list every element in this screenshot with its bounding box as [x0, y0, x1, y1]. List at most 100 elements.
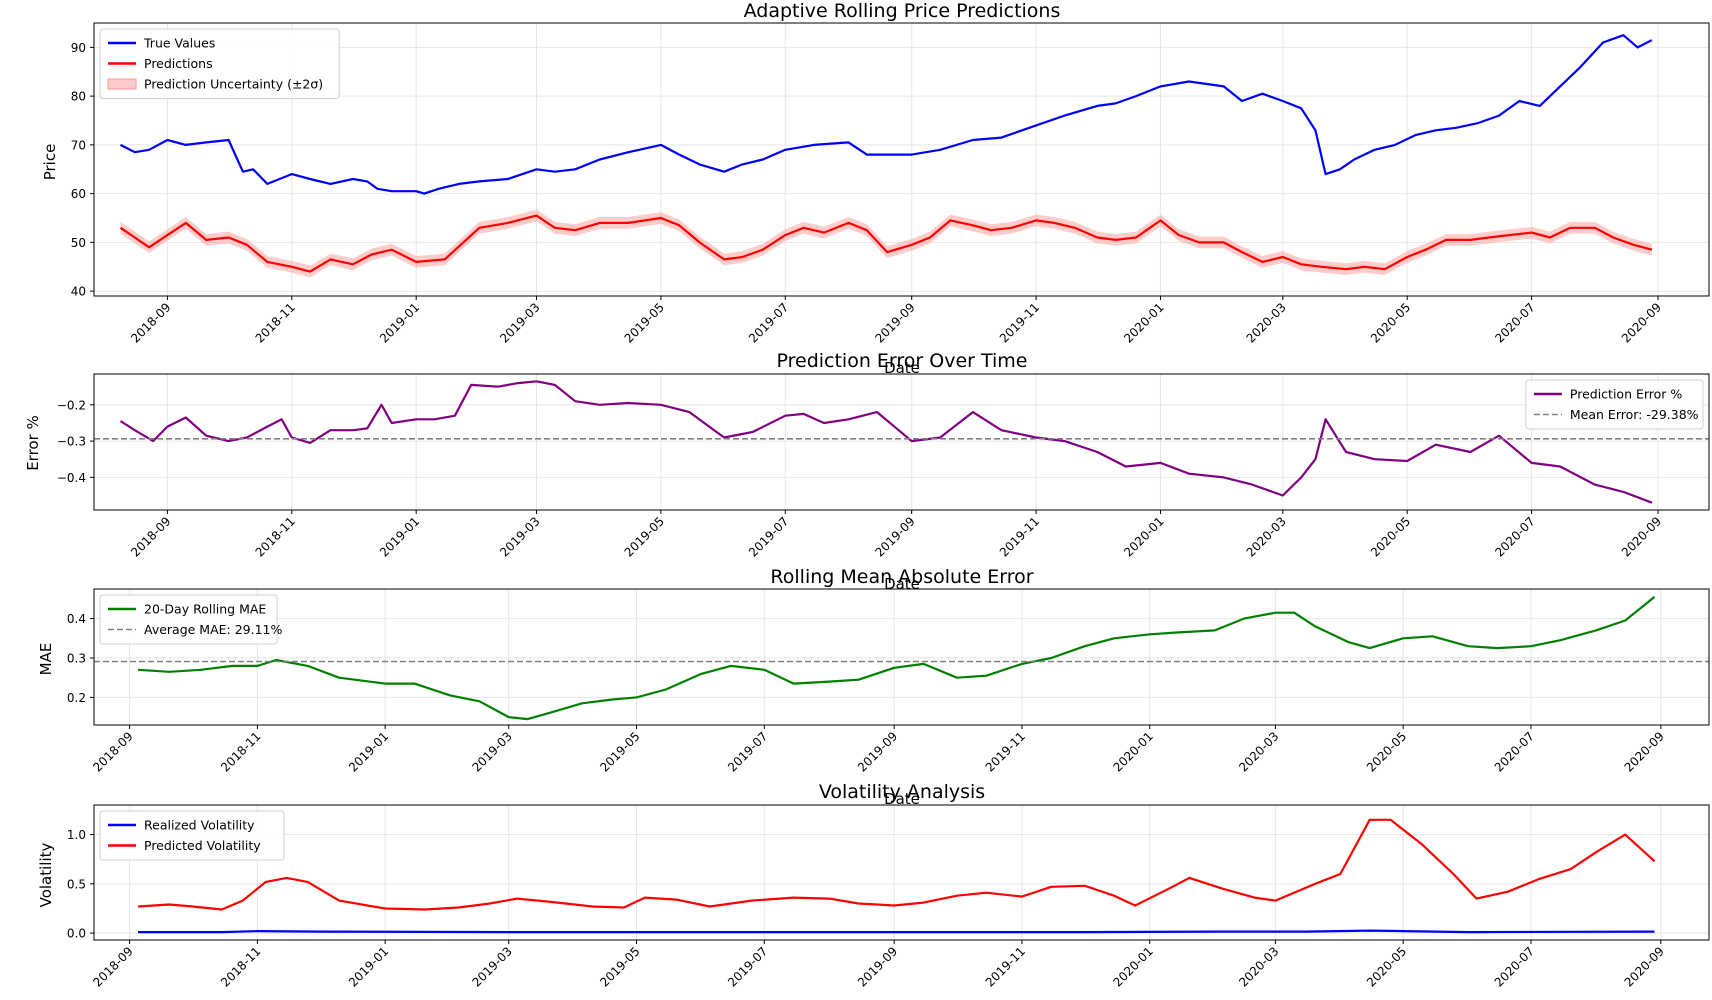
price-band-prediction-uncertainty-2 — [120, 209, 1652, 278]
price-line-true-values — [119, 34, 1653, 195]
error-x-tick-label: 2019-05 — [622, 514, 667, 559]
price-chart-title: Adaptive Rolling Price Predictions — [744, 0, 1061, 22]
price-legend-label: True Values — [143, 36, 215, 51]
mae-axes-frame — [93, 588, 1710, 726]
error-x-tick-label: 2020-01 — [1121, 514, 1166, 559]
price-legend-swatch — [107, 78, 137, 90]
price-y-axis-label: Price — [41, 144, 59, 181]
price-axes-frame — [93, 22, 1710, 297]
mae-x-axis-label: Date — [884, 790, 920, 808]
mae-legend-label: Average MAE: 29.11% — [144, 622, 283, 637]
volatility-x-tick-label: 2019-03 — [470, 944, 515, 989]
volatility-x-tick-label: 2020-05 — [1364, 944, 1409, 989]
error-x-tick-label: 2019-07 — [746, 514, 791, 559]
mae-x-tick-label: 2019-09 — [855, 729, 900, 774]
error-x-tick-label: 2019-09 — [872, 514, 917, 559]
error-series-group — [94, 380, 1709, 504]
volatility-x-tick-label: 2020-07 — [1492, 944, 1537, 989]
mae-legend: 20-Day Rolling MAE Average MAE: 29.11% — [99, 594, 283, 645]
price-y-tick-label: 60 — [71, 187, 86, 201]
mae-legend-box — [99, 594, 278, 645]
volatility-x-tick-label: 2020-03 — [1236, 944, 1281, 989]
mae-plot-area: 0.2 0.3 0.4 2018-09 2018-11 2019-01 2019-03 201… — [67, 588, 1710, 775]
error-legend: Prediction Error % Mean Error: -29.38% — [1525, 379, 1704, 430]
volatility-axes-frame — [93, 804, 1710, 941]
mae-x-tick-label: 2020-01 — [1110, 729, 1155, 774]
volatility-x-tick-label: 2019-07 — [725, 944, 770, 989]
volatility-panel: Volatility Analysis 0.0 0.5 1.0 2018-09 2018… — [37, 781, 1710, 990]
error-x-tick-label: 2019-11 — [997, 514, 1042, 559]
price-x-tick-label: 2019-03 — [497, 300, 542, 345]
error-x-tick-label: 2020-09 — [1619, 514, 1664, 559]
error-x-tick-label: 2020-07 — [1492, 514, 1537, 559]
error-axes-frame — [93, 373, 1710, 511]
error-panel: Prediction Error Over Time −0.4 −0.3 −0.2 2… — [24, 350, 1710, 593]
error-y-tick-label: −0.2 — [57, 398, 86, 412]
mae-x-tick-label: 2019-11 — [983, 729, 1028, 774]
price-panel: Adaptive Rolling Price Predictions 40 50 6… — [41, 0, 1710, 377]
price-y-tick-label: 80 — [71, 90, 86, 104]
price-x-tick-label: 2019-05 — [622, 300, 667, 345]
price-legend-box — [99, 28, 340, 99]
mae-legend-label: 20-Day Rolling MAE — [144, 602, 266, 617]
volatility-series-group — [137, 818, 1656, 934]
price-x-tick-label: 2019-07 — [746, 300, 791, 345]
price-legend: True Values Predictions Prediction Uncerta… — [99, 28, 340, 99]
error-x-tick-label: 2020-05 — [1368, 514, 1413, 559]
mae-panel: Rolling Mean Absolute Error 0.2 0.3 0.4 201… — [37, 566, 1710, 808]
mae-line-20-day-rolling-mae — [137, 596, 1656, 721]
price-x-tick-label: 2019-11 — [997, 300, 1042, 345]
volatility-y-axis-label: Volatility — [37, 842, 55, 907]
error-x-tick-label: 2019-03 — [497, 514, 542, 559]
price-x-tick-label: 2020-03 — [1244, 300, 1289, 345]
error-plot-area: −0.4 −0.3 −0.2 2018-09 2018-11 2019-01 2019-03… — [57, 373, 1710, 560]
error-line-prediction-error — [119, 380, 1653, 504]
mae-x-tick-label: 2019-01 — [346, 729, 391, 774]
price-x-tick-label: 2020-01 — [1121, 300, 1166, 345]
error-y-axis-label: Error % — [24, 415, 42, 471]
mae-series-group — [94, 596, 1709, 721]
price-x-tick-label: 2019-09 — [872, 300, 917, 345]
mae-x-tick-label: 2020-03 — [1236, 729, 1281, 774]
error-y-tick-label: −0.4 — [57, 471, 86, 485]
mae-x-tick-label: 2019-03 — [470, 729, 515, 774]
mae-chart-title: Rolling Mean Absolute Error — [770, 566, 1033, 588]
price-y-tick-label: 90 — [71, 41, 86, 55]
volatility-x-tick-label: 2019-09 — [855, 944, 900, 989]
volatility-legend: Realized Volatility Predicted Volatility — [99, 810, 285, 861]
price-legend-label: Predictions — [144, 56, 213, 71]
volatility-legend-label: Predicted Volatility — [144, 838, 261, 853]
price-line-predictions — [119, 214, 1653, 273]
volatility-y-tick-label: 1.0 — [67, 828, 86, 842]
error-legend-label: Mean Error: -29.38% — [1570, 407, 1699, 422]
volatility-legend-label: Realized Volatility — [144, 818, 255, 833]
error-x-tick-label: 2019-01 — [377, 514, 422, 559]
volatility-x-tick-label: 2018-09 — [90, 944, 135, 989]
volatility-x-tick-label: 2020-01 — [1110, 944, 1155, 989]
price-series-group — [119, 34, 1653, 278]
price-x-tick-label: 2020-05 — [1368, 300, 1413, 345]
mae-y-tick-label: 0.2 — [67, 691, 86, 705]
price-x-tick-label: 2020-09 — [1619, 300, 1664, 345]
mae-x-tick-label: 2020-09 — [1622, 729, 1667, 774]
volatility-x-tick-label: 2019-05 — [597, 944, 642, 989]
error-x-tick-label: 2018-11 — [253, 514, 298, 559]
price-y-tick-label: 70 — [71, 138, 86, 152]
volatility-plot-area: 0.0 0.5 1.0 2018-09 2018-11 2019-01 2019-03 201… — [67, 804, 1710, 990]
error-x-tick-label: 2018-09 — [128, 514, 173, 559]
price-y-tick-label: 50 — [71, 236, 86, 250]
price-x-tick-label: 2018-09 — [128, 300, 173, 345]
error-y-tick-label: −0.3 — [57, 435, 86, 449]
price-x-tick-label: 2018-11 — [253, 300, 298, 345]
mae-y-tick-label: 0.3 — [67, 651, 86, 665]
volatility-x-tick-label: 2018-11 — [218, 944, 263, 989]
price-x-tick-label: 2019-01 — [377, 300, 422, 345]
mae-y-tick-label: 0.4 — [67, 612, 86, 626]
mae-x-tick-label: 2020-05 — [1364, 729, 1409, 774]
error-chart-title: Prediction Error Over Time — [776, 350, 1027, 372]
error-x-tick-label: 2020-03 — [1244, 514, 1289, 559]
price-x-axis-label: Date — [884, 359, 920, 377]
mae-x-tick-label: 2020-07 — [1492, 729, 1537, 774]
mae-x-tick-label: 2018-09 — [90, 729, 135, 774]
price-legend-label: Prediction Uncertainty (±2σ) — [144, 77, 323, 92]
